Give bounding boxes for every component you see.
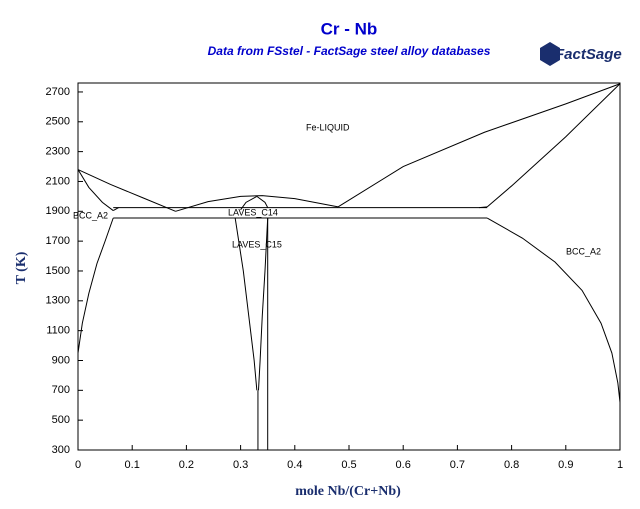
phase-boundary <box>486 83 621 208</box>
region-label: BCC_A2 <box>73 210 108 220</box>
phase-boundary <box>256 195 269 208</box>
x-tick-label: 1 <box>617 459 623 471</box>
y-tick-label: 700 <box>52 384 70 396</box>
y-tick-label: 1900 <box>46 205 70 217</box>
phase-boundary <box>234 217 258 391</box>
y-tick-label: 2300 <box>46 146 70 158</box>
y-tick-label: 500 <box>52 414 70 426</box>
x-tick-label: 0.1 <box>125 459 140 471</box>
phase-boundary <box>77 217 114 354</box>
x-tick-label: 0.2 <box>179 459 194 471</box>
region-label: LAVES_C15 <box>232 239 282 249</box>
chart-title: Cr - Nb <box>321 19 378 38</box>
phase-boundary <box>257 217 269 391</box>
y-tick-label: 1500 <box>46 265 70 277</box>
x-tick-label: 0.9 <box>558 459 573 471</box>
logo-icon <box>540 42 560 66</box>
phase-boundary <box>479 206 488 209</box>
phase-boundary <box>486 217 621 403</box>
phase-boundary <box>240 195 258 211</box>
x-tick-label: 0.8 <box>504 459 519 471</box>
y-axis-label: T (K) <box>14 251 29 284</box>
x-tick-label: 0.3 <box>233 459 248 471</box>
x-axis-label: mole Nb/(Cr+Nb) <box>295 484 401 499</box>
y-tick-label: 1700 <box>46 235 70 247</box>
region-label: Fe-LIQUID <box>306 122 350 132</box>
logo-text: FactSage <box>555 46 622 63</box>
y-tick-label: 1100 <box>46 325 70 337</box>
region-label: BCC_A2 <box>566 246 601 256</box>
logo: FactSage <box>540 42 622 66</box>
phase-boundary <box>175 195 339 212</box>
x-tick-label: 0.7 <box>450 459 465 471</box>
phase-boundary <box>337 83 621 208</box>
y-tick-label: 1300 <box>46 295 70 307</box>
phase-boundary <box>112 207 119 211</box>
chart-subtitle: Data from FSstel - FactSage steel alloy … <box>208 44 491 58</box>
plot-frame <box>77 82 621 451</box>
y-tick-label: 900 <box>52 354 70 366</box>
y-tick-label: 300 <box>52 444 70 456</box>
y-tick-label: 2700 <box>46 86 70 98</box>
y-tick-label: 2500 <box>46 116 70 128</box>
phase-boundary <box>77 169 176 212</box>
region-label: LAVES_C14 <box>228 207 278 217</box>
x-tick-label: 0 <box>75 459 81 471</box>
phase-boundary <box>77 169 114 211</box>
y-tick-label: 2100 <box>46 175 70 187</box>
x-tick-label: 0.4 <box>287 459 302 471</box>
x-tick-label: 0.5 <box>341 459 356 471</box>
x-tick-label: 0.6 <box>396 459 411 471</box>
